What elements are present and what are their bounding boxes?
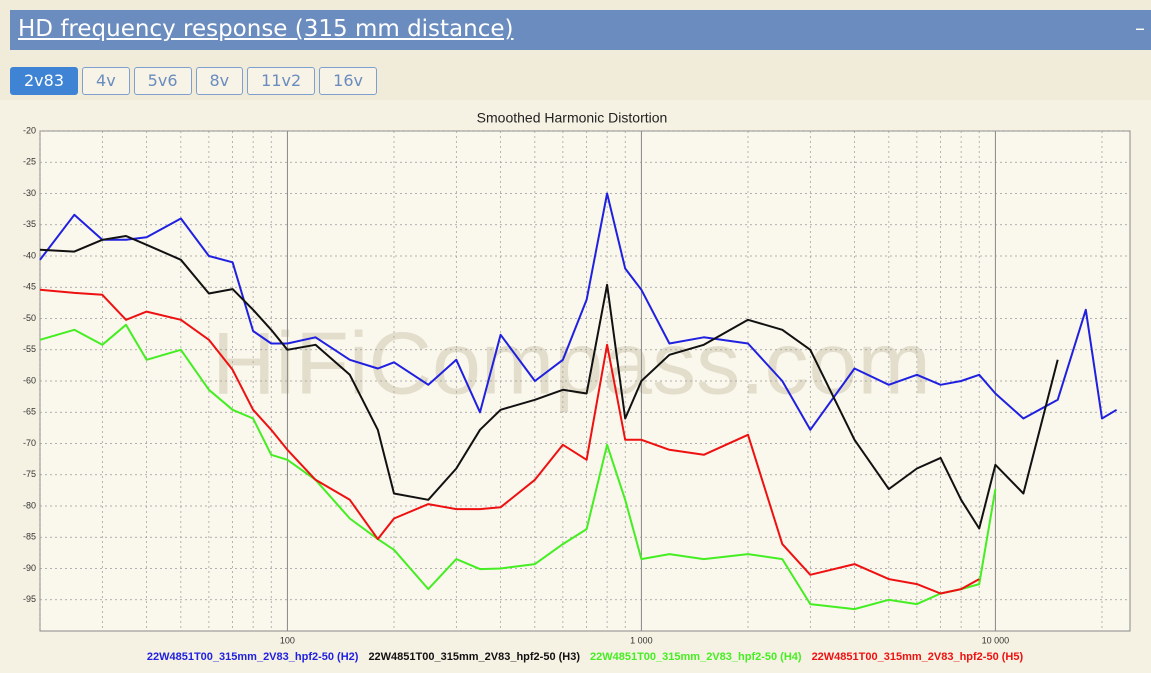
y-tick-label: -25 [23,157,36,167]
legend-entry: 22W4851T00_315mm_2V83_hpf2-50 (H4) [590,651,802,663]
y-tick-label: -70 [23,438,36,448]
legend-entry: 22W4851T00_315mm_2V83_hpf2-50 (H3) [368,651,580,663]
y-tick-label: -80 [23,500,36,510]
y-tick-label: -35 [23,219,36,229]
y-tick-label: -30 [23,188,36,198]
section-header: HD frequency response (315 mm distance) … [10,10,1151,50]
watermark: HiFiCompass.com [212,313,931,412]
y-tick-label: -40 [23,250,36,260]
tab[interactable]: 4v [82,67,130,95]
tab[interactable]: 8v [195,67,244,95]
x-tick-label: 1 000 [630,635,653,645]
data-line [39,235,1059,530]
y-tick-label: -60 [23,375,36,385]
tab[interactable]: 2v83 [10,67,79,95]
data-line [39,192,1118,431]
tab[interactable]: 11v2 [247,67,316,95]
section-title: HD frequency response (315 mm distance) [18,16,514,42]
collapse-toggle[interactable]: – [1135,16,1145,40]
tab-bar: 2v83 4v 5v6 8v 11v2 16v [10,67,377,95]
chart-title: Smoothed Harmonic Distortion [477,110,668,126]
y-tick-label: -50 [23,313,36,323]
legend-entry: 22W4851T00_315mm_2V83_hpf2-50 (H2) [147,651,359,663]
x-tick-label: 10 000 [982,635,1010,645]
y-tick-label: -75 [23,469,36,479]
data-line [39,288,980,595]
data-line [39,323,997,611]
tab[interactable]: 5v6 [133,67,192,95]
legend-entry: 22W4851T00_315mm_2V83_hpf2-50 (H5) [812,651,1024,663]
y-tick-label: -20 [23,125,36,135]
y-tick-label: -55 [23,344,36,354]
y-tick-label: -45 [23,282,36,292]
x-tick-label: 100 [280,635,295,645]
y-tick-label: -95 [23,594,36,604]
y-tick-label: -90 [23,563,36,573]
tab[interactable]: 16v [319,67,377,95]
y-tick-label: -65 [23,407,36,417]
y-tick-label: -85 [23,532,36,542]
chart: HiFiCompass.com Smoothed Harmonic Distor… [0,100,1151,673]
